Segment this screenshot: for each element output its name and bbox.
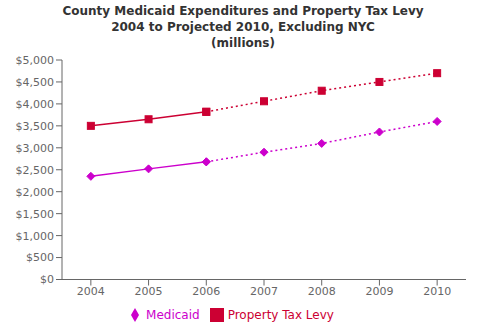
svg-text:$3,500: $3,500: [16, 120, 55, 133]
svg-text:$4,500: $4,500: [16, 76, 55, 89]
svg-text:$500: $500: [26, 251, 54, 264]
svg-text:2008: 2008: [308, 285, 336, 298]
html-text:Medicaid: Medicaid: [146, 307, 200, 322]
svg-text:2007: 2007: [250, 285, 278, 298]
svg-text:$0: $0: [40, 273, 54, 286]
svg-text:2005: 2005: [135, 285, 163, 298]
svg-text:2009: 2009: [365, 285, 393, 298]
svg-text:$1,500: $1,500: [16, 208, 55, 221]
svg-text:$4,000: $4,000: [16, 98, 55, 111]
svg-text:$2,000: $2,000: [16, 186, 55, 199]
svg-text:$1,000: $1,000: [16, 230, 55, 243]
svg-text:2004: 2004: [77, 285, 105, 298]
svg-text:$5,000: $5,000: [16, 54, 55, 67]
html-text:Property Tax Levy: Property Tax Levy: [227, 307, 334, 322]
html-text:(millions): (millions): [211, 36, 275, 50]
html-text:2004 to Projected 2010, Exclud: 2004 to Projected 2010, Excluding NYC: [111, 20, 375, 34]
svg-text:$3,000: $3,000: [16, 142, 55, 155]
svg-text:2006: 2006: [192, 285, 220, 298]
svg-text:$2,500: $2,500: [16, 164, 55, 177]
svg-text:2010: 2010: [423, 285, 451, 298]
html-text:County Medicaid Expenditures a: County Medicaid Expenditures and Propert…: [62, 4, 424, 18]
